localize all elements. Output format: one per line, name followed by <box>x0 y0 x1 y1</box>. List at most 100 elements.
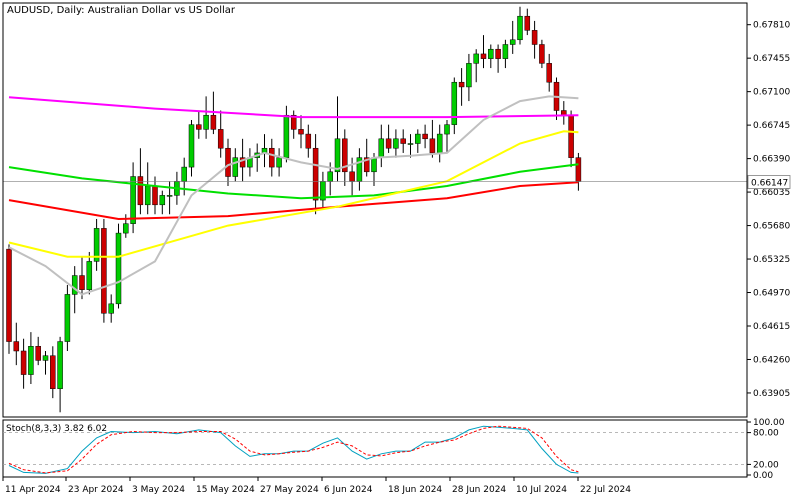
stoch-k-line <box>8 425 579 474</box>
candle-body <box>123 223 129 234</box>
candle-body <box>35 346 41 361</box>
current-price-box <box>747 175 791 189</box>
stoch-tick-label: 20.00 <box>753 460 779 470</box>
candle-body <box>480 53 487 59</box>
candle-body <box>217 129 224 149</box>
candle-body <box>539 44 545 64</box>
candle-body <box>473 53 479 64</box>
date-tick-label: 18 Jun 2024 <box>388 485 442 495</box>
candle-body <box>400 138 406 144</box>
candle-body <box>290 114 297 130</box>
candle-body <box>108 303 114 314</box>
candle-body <box>575 157 582 182</box>
stoch-d-line <box>8 425 579 474</box>
candle-body <box>524 15 531 31</box>
candle-body <box>276 157 282 168</box>
price-tick-label: 0.66745 <box>753 121 790 131</box>
candle-body <box>71 275 78 295</box>
candle-body <box>13 341 20 352</box>
candle-body <box>466 63 472 88</box>
candle-body <box>64 294 71 342</box>
candle-body <box>239 157 246 168</box>
candle-body <box>130 176 136 224</box>
date-axis: 11 Apr 2024 23 Apr 2024 3 May 2024 15 May 2… <box>2 477 631 495</box>
candle-body <box>334 138 341 173</box>
candle-body <box>196 124 202 130</box>
date-tick-label: 27 May 2024 <box>260 485 319 495</box>
candle-body <box>6 248 12 342</box>
candle-body <box>349 171 355 182</box>
candle-body <box>342 138 348 173</box>
candle-body <box>115 232 122 305</box>
candle-body <box>407 143 414 145</box>
date-tick-label: 23 Apr 2024 <box>68 485 124 495</box>
chart-title: AUDUSD, Daily: Australian Dollar vs US D… <box>7 5 236 16</box>
candle-body <box>458 81 465 88</box>
candle-body <box>429 138 436 154</box>
candle-body <box>20 350 27 375</box>
candle-body <box>363 157 370 173</box>
date-tick-label: 10 Jul 2024 <box>516 485 567 495</box>
candle-body <box>86 261 93 290</box>
candlestick-series <box>6 6 582 413</box>
price-tick-label: 0.63905 <box>753 389 790 399</box>
date-tick-label: 28 Jun 2024 <box>452 485 506 495</box>
date-tick-label: 15 May 2024 <box>196 485 255 495</box>
candle-body <box>385 138 392 149</box>
candle-body <box>531 30 538 45</box>
candle-body <box>298 129 304 135</box>
candle-body <box>269 147 275 168</box>
price-tick-label: 0.66390 <box>753 155 790 165</box>
candle-body <box>451 81 458 125</box>
candle-body <box>188 124 195 168</box>
candle-body <box>568 114 574 158</box>
candle-body <box>502 44 509 59</box>
moving-average-line <box>8 95 579 296</box>
current-price-label: 0.66147 <box>751 179 788 189</box>
candle-body <box>232 157 239 177</box>
candle-body <box>546 63 552 83</box>
candle-body <box>436 133 443 154</box>
candle-body <box>181 166 187 182</box>
candle-body <box>422 133 428 140</box>
moving-average-lines <box>8 95 579 296</box>
candle-body <box>393 138 399 149</box>
candle-body <box>210 114 217 130</box>
stoch-pane-border <box>2 419 748 478</box>
price-tick-label: 0.67455 <box>753 54 790 64</box>
candle-body <box>517 15 523 41</box>
stoch-tick-label: 0.00 <box>753 471 773 481</box>
candle-body <box>203 114 209 130</box>
candle-body <box>152 185 158 206</box>
moving-average-line <box>8 163 579 200</box>
candle-body <box>283 114 290 158</box>
price-tick-label: 0.64970 <box>753 289 790 299</box>
candle-body <box>312 147 319 201</box>
date-tick-label: 6 Jun 2024 <box>324 485 373 495</box>
candle-body <box>93 228 100 262</box>
candle-body <box>305 133 312 149</box>
candle-body <box>327 171 333 182</box>
stoch-label: Stoch(8,3,3) 3.82 6.02 <box>6 424 107 434</box>
date-tick-label: 3 May 2024 <box>132 485 185 495</box>
candle-body <box>225 147 231 177</box>
candle-body <box>444 124 450 135</box>
candle-body <box>28 346 34 375</box>
candle-body <box>495 48 501 59</box>
candle-body <box>79 275 85 290</box>
candle-body <box>415 133 421 144</box>
price-tick-label: 0.65680 <box>753 222 790 232</box>
price-tick-label: 0.64615 <box>753 322 790 332</box>
price-tick-label: 0.64260 <box>753 355 790 365</box>
date-tick-label: 22 Jul 2024 <box>580 485 631 495</box>
price-axis: 0.67810 0.67455 0.67100 0.66745 0.66390 0.660… <box>747 21 790 399</box>
date-tick-label: 11 Apr 2024 <box>5 485 61 495</box>
stoch-tick-label: 100.00 <box>753 418 785 428</box>
candle-body <box>509 39 516 45</box>
price-tick-label: 0.65325 <box>753 255 790 265</box>
price-tick-label: 0.67100 <box>753 88 790 98</box>
candle-body <box>137 176 144 206</box>
price-tick-label: 0.67810 <box>753 21 790 31</box>
